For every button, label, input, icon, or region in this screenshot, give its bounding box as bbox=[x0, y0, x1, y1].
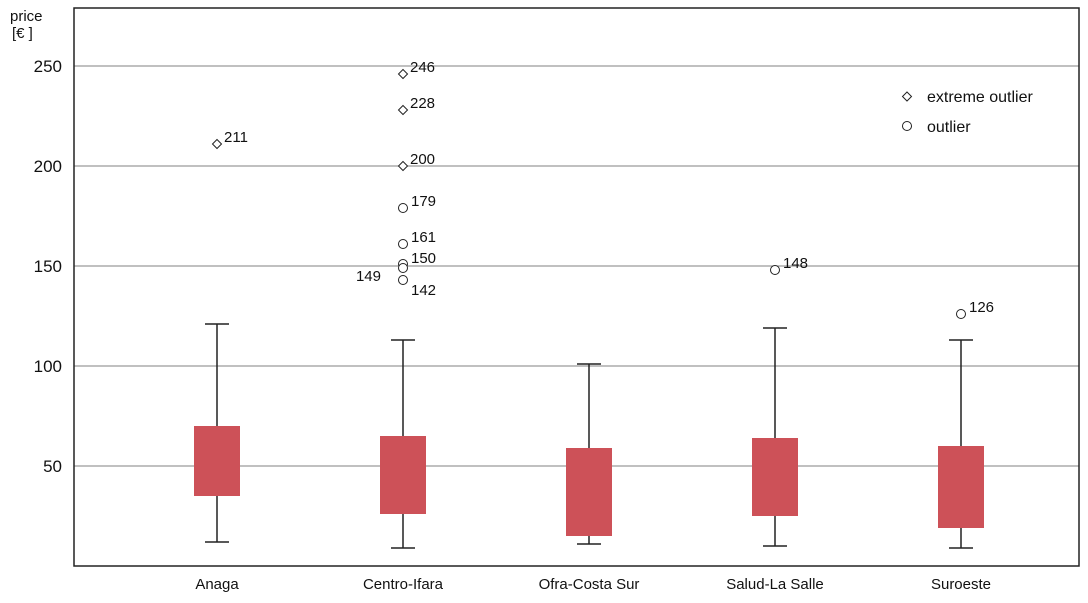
x-category-label: Suroeste bbox=[931, 576, 991, 593]
y-tick-label: 250 bbox=[34, 57, 62, 76]
extreme-outlier-label: 200 bbox=[410, 151, 435, 168]
y-axis-title: price [€ ] bbox=[10, 8, 43, 42]
y-axis-title-line1: price bbox=[10, 8, 43, 25]
outlier-label: 148 bbox=[783, 255, 808, 272]
x-category-label: Salud-La Salle bbox=[726, 576, 824, 593]
x-axis-labels: Anaga Centro-Ifara Ofra-Costa Sur Salud-La … bbox=[195, 576, 991, 593]
box-iqr bbox=[380, 436, 426, 514]
legend-extreme-label: extreme outlier bbox=[927, 89, 1033, 106]
legend-outlier-label: outlier bbox=[927, 119, 971, 136]
extreme-outlier-point bbox=[397, 104, 409, 116]
outlier-label: 149 bbox=[356, 268, 381, 285]
extreme-outlier-point bbox=[397, 160, 409, 172]
outlier-point bbox=[398, 263, 408, 273]
outlier-point bbox=[398, 239, 408, 249]
outlier-point bbox=[770, 265, 780, 275]
outlier-label: 179 bbox=[411, 193, 436, 210]
outlier-label: 126 bbox=[969, 299, 994, 316]
box-group bbox=[566, 363, 612, 545]
outlier-point bbox=[398, 275, 408, 285]
grid-lines bbox=[74, 65, 1079, 467]
outlier-point bbox=[398, 203, 408, 213]
box-group: 211 bbox=[194, 129, 248, 543]
box-group: 179 161 150 149 142 246 228 200 bbox=[356, 59, 436, 549]
legend-outlier-marker bbox=[902, 121, 912, 131]
extreme-outlier-label: 246 bbox=[410, 59, 435, 76]
y-axis-ticks: 50 100 150 200 250 bbox=[34, 57, 62, 476]
extreme-outlier-label: 211 bbox=[224, 129, 248, 146]
outlier-point bbox=[956, 309, 966, 319]
x-category-label: Anaga bbox=[195, 576, 239, 593]
boxes: 211 179 161 150 149 142 246 228 200 148 126 bbox=[194, 59, 994, 549]
outlier-label: 150 bbox=[411, 250, 436, 267]
legend-extreme-marker bbox=[901, 91, 913, 102]
y-tick-label: 150 bbox=[34, 257, 62, 276]
outlier-label: 161 bbox=[411, 229, 436, 246]
extreme-outlier-label: 228 bbox=[410, 95, 435, 112]
legend: extreme outlier outlier bbox=[901, 89, 1033, 136]
x-category-label: Centro-Ifara bbox=[363, 576, 444, 593]
plot-frame bbox=[73, 7, 1080, 567]
box-iqr bbox=[938, 446, 984, 528]
box-group: 148 bbox=[752, 255, 808, 547]
y-axis-title-line2: [€ ] bbox=[12, 25, 33, 42]
box-iqr bbox=[752, 438, 798, 516]
box-iqr bbox=[194, 426, 240, 496]
outlier-label: 142 bbox=[411, 282, 436, 299]
y-tick-label: 100 bbox=[34, 357, 62, 376]
box-iqr bbox=[566, 448, 612, 536]
x-category-label: Ofra-Costa Sur bbox=[539, 576, 640, 593]
extreme-outlier-point bbox=[211, 138, 223, 150]
y-tick-label: 50 bbox=[43, 457, 62, 476]
box-group: 126 bbox=[938, 299, 994, 549]
y-tick-label: 200 bbox=[34, 157, 62, 176]
extreme-outlier-point bbox=[397, 68, 409, 80]
